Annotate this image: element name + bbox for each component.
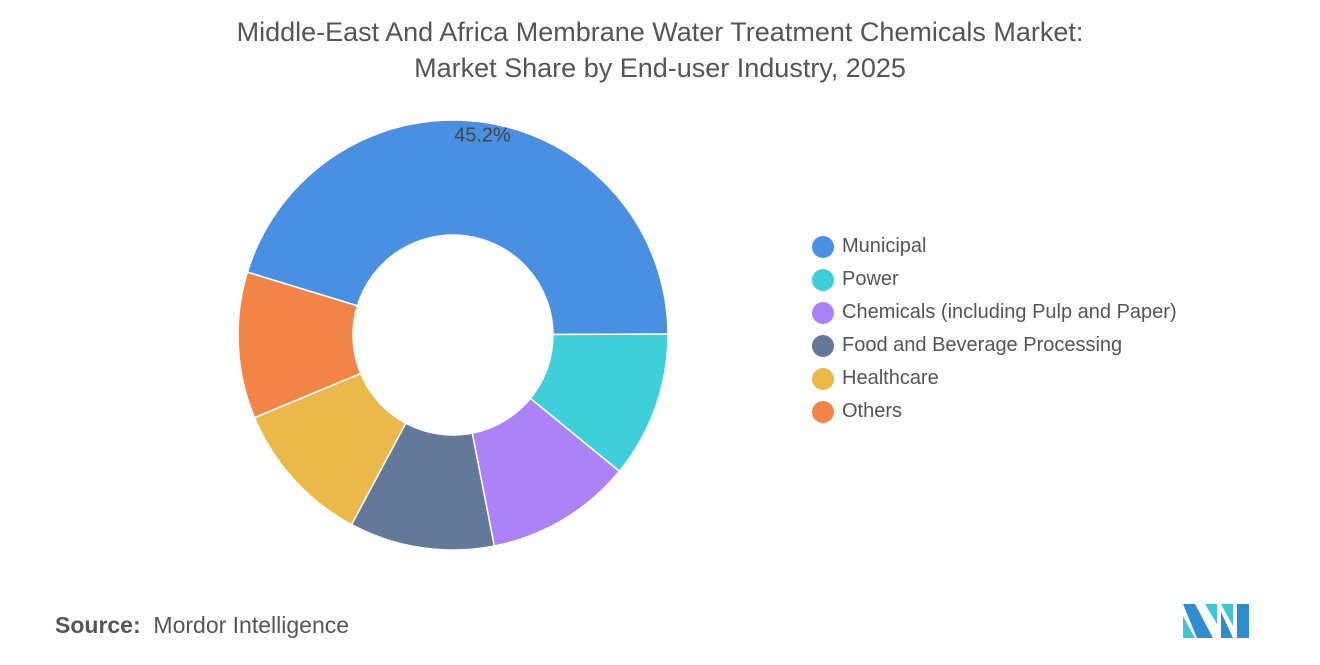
legend-item: Others [812,395,1177,428]
legend-swatch [812,268,834,291]
legend-label: Chemicals (including Pulp and Paper) [842,301,1177,323]
legend-swatch [812,367,834,390]
legend-item: Food and Beverage Processing [812,329,1177,362]
title-line-2: Market Share by End-user Industry, 2025 [414,53,906,83]
legend-label: Food and Beverage Processing [842,334,1123,356]
legend: Municipal Power Chemicals (including Pulp … [812,230,1177,428]
legend-item: Municipal [812,230,1177,263]
slice-municipal [246,119,669,336]
legend-swatch [812,334,834,357]
source-value: Mordor Intelligence [153,612,350,638]
data-label: 45.2% [454,125,511,147]
source-label: Source: [55,612,141,638]
legend-item: Healthcare [812,362,1177,395]
legend-swatch [812,235,834,258]
legend-swatch [812,301,834,324]
mordor-intelligence-logo [1183,604,1249,638]
source-note: Source: Mordor Intelligence [55,612,349,639]
legend-label: Municipal [842,235,927,257]
chart-title: Middle-East And Africa Membrane Water Tr… [0,14,1320,86]
legend-item: Power [812,263,1177,296]
legend-item: Chemicals (including Pulp and Paper) [812,296,1177,329]
legend-label: Healthcare [842,367,939,389]
legend-label: Others [842,400,903,422]
slice-others [237,271,362,419]
title-line-1: Middle-East And Africa Membrane Water Tr… [236,17,1084,47]
legend-swatch [812,400,834,423]
legend-label: Power [842,268,899,290]
